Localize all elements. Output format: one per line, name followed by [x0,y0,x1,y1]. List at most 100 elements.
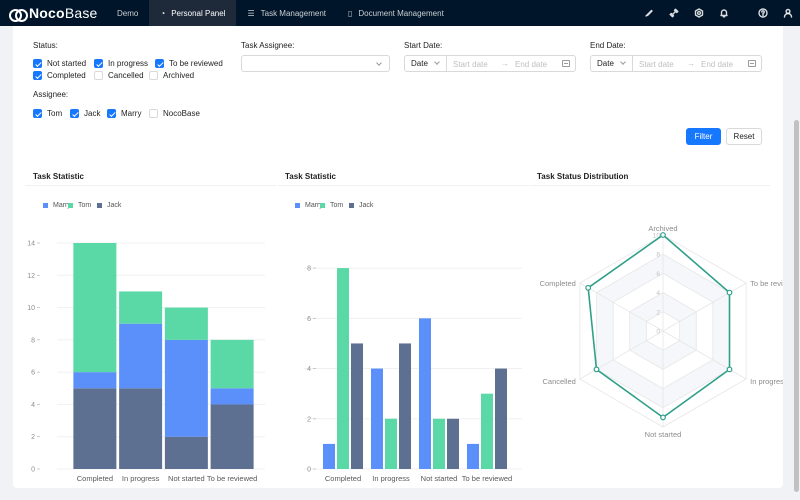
paint-brush-icon[interactable] [636,0,661,26]
chart1-bar-marry[interactable] [164,339,208,437]
plugin-icon[interactable] [661,0,686,26]
radar-point[interactable] [660,414,666,421]
chart2-divider [278,185,529,186]
radar-point[interactable] [726,366,733,373]
chart2-bar-jack[interactable] [495,368,507,469]
status-checkbox-in-progress[interactable]: In progress [94,59,148,68]
legend-swatch [43,203,48,208]
user-avatar-icon[interactable] [775,0,800,26]
radar-point[interactable] [593,366,600,373]
chart2-bar-jack[interactable] [447,418,459,469]
chart2-bar-tom[interactable] [385,418,397,469]
start-date-type-select[interactable]: Date [405,56,447,71]
chart2-bar-marry[interactable] [323,443,335,469]
status-checkbox-completed[interactable]: Completed [33,71,86,80]
menu-item-demo[interactable]: Demo [106,0,149,26]
radar-point[interactable] [726,289,733,296]
chart1-bar-marry[interactable] [73,372,117,389]
start-date-from-input[interactable]: Start date [453,60,488,69]
filter-button[interactable]: Filter [686,128,721,145]
chart1-bar-tom[interactable] [73,243,117,373]
checkbox-checked-icon[interactable] [94,59,103,68]
chart2-bar-marry[interactable] [371,368,383,469]
legend-item-tom[interactable]: Tom [320,202,343,209]
checkbox-label: Jack [84,109,101,118]
end-date-from-input[interactable]: Start date [639,60,674,69]
checkbox-checked-icon[interactable] [107,109,116,118]
legend-item-jack[interactable]: Jack [349,202,373,209]
legend-label: Tom [330,202,344,209]
end-date-type-select[interactable]: Date [591,56,633,71]
radar-point[interactable] [585,284,592,291]
legend-item-marry[interactable]: Marry [43,202,71,209]
settings-icon[interactable] [686,0,711,26]
legend-item-tom[interactable]: Tom [68,202,91,209]
checkbox-checked-icon[interactable] [33,109,42,118]
chart1-bar-tom[interactable] [119,291,163,324]
chart1-y-tick-label: 0 [31,467,35,474]
chart1-bar-jack[interactable] [73,388,117,469]
chart1-bar-tom[interactable] [164,307,208,340]
menu-item-personal-panel[interactable]: ◔ Personal Panel [149,0,237,26]
status-checkbox-not-started[interactable]: Not started [33,59,86,68]
chart1-bar-jack[interactable] [164,436,208,469]
checkbox-unchecked-icon[interactable] [149,71,158,80]
status-checkbox-cancelled[interactable]: Cancelled [94,71,144,80]
legend-item-marry[interactable]: Marry [295,202,323,209]
chart2-bar-jack[interactable] [399,343,411,469]
scrollbar-thumb[interactable] [794,120,799,492]
chart1-bar-marry[interactable] [210,388,254,405]
calendar-icon[interactable] [748,60,756,67]
chart1-bar-jack[interactable] [210,404,254,469]
notification-bell-icon[interactable] [711,0,736,26]
chevron-down-icon [620,59,626,65]
help-icon[interactable] [750,0,775,26]
document-icon: ▯ [348,8,353,18]
assignee-checkbox-marry[interactable]: Marry [107,109,141,118]
checkbox-checked-icon[interactable] [33,59,42,68]
legend-item-jack[interactable]: Jack [97,202,121,209]
assignee-checkbox-tom[interactable]: Tom [33,109,62,118]
checkbox-checked-icon[interactable] [155,59,164,68]
checkbox-label: Not started [47,59,87,68]
chart2-bar-jack[interactable] [351,343,363,469]
chart1-divider [25,185,276,186]
chart1-bar-tom[interactable] [210,339,254,389]
calendar-icon[interactable] [562,60,570,67]
status-checkbox-archived[interactable]: Archived [149,71,194,80]
reset-button[interactable]: Reset [726,128,762,145]
menu-item-document-management[interactable]: ▯ Document Management [337,0,455,26]
chart2-bar-tom[interactable] [337,268,349,469]
chart2-y-tick-label: 4 [307,366,311,373]
checkbox-checked-icon[interactable] [33,71,42,80]
radar-point[interactable] [660,232,666,238]
chart3-divider [530,185,770,186]
nocobase-logo[interactable]: NocoBase [0,0,106,26]
chart1-bar-jack[interactable] [119,388,163,469]
start-date-to-input[interactable]: End date [515,60,548,69]
assignee-checkbox-jack[interactable]: Jack [70,109,100,118]
checkbox-unchecked-icon[interactable] [94,71,103,80]
logo-mark-icon [9,8,28,22]
end-date-label: End Date: [590,41,626,50]
task-assignee-select[interactable] [241,55,390,72]
radar-axis-line [579,282,664,332]
chart2-bar-tom[interactable] [433,418,445,469]
chart2-bar-marry[interactable] [419,318,431,469]
chart2-bar-marry[interactable] [467,443,479,469]
chart2-y-tick-label: 2 [307,416,311,423]
checkbox-checked-icon[interactable] [70,109,79,118]
radar-axis-label: To be reviewed [750,279,783,288]
dashboard-card: Status: Not started In progress To be revi… [13,26,783,488]
legend-label: Jack [359,202,374,209]
checkbox-unchecked-icon[interactable] [149,109,158,118]
assignee-checkbox-nocobase[interactable]: NocoBase [149,109,200,118]
menu-item-task-management[interactable]: ☰ Task Management [236,0,337,26]
start-date-range: Date Start date → End date [404,55,576,72]
end-date-to-input[interactable]: End date [701,60,734,69]
chart1-bar-marry[interactable] [119,323,163,389]
chart2-bar-tom[interactable] [481,393,493,469]
menu-item-label: Document Management [358,8,444,18]
status-checkbox-to-be-reviewed[interactable]: To be reviewed [155,59,223,68]
